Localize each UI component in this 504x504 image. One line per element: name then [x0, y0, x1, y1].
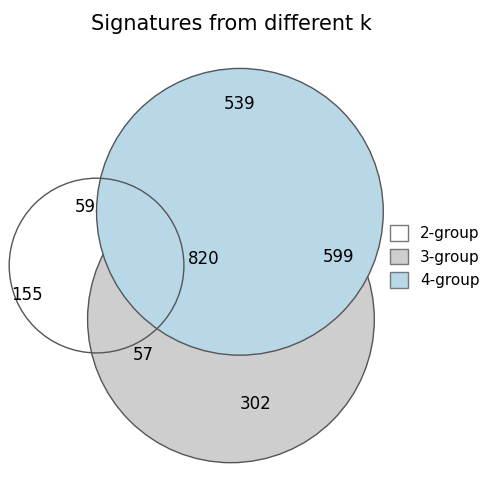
Text: 155: 155 — [11, 286, 43, 304]
Title: Signatures from different k: Signatures from different k — [91, 15, 371, 34]
Text: 820: 820 — [188, 250, 220, 268]
Circle shape — [88, 176, 374, 463]
Text: 59: 59 — [75, 198, 96, 216]
Text: 599: 599 — [323, 247, 354, 266]
Text: 302: 302 — [240, 396, 272, 413]
Legend: 2-group, 3-group, 4-group: 2-group, 3-group, 4-group — [382, 217, 487, 296]
Text: 539: 539 — [224, 95, 256, 113]
Circle shape — [97, 69, 383, 355]
Text: 57: 57 — [133, 346, 154, 364]
